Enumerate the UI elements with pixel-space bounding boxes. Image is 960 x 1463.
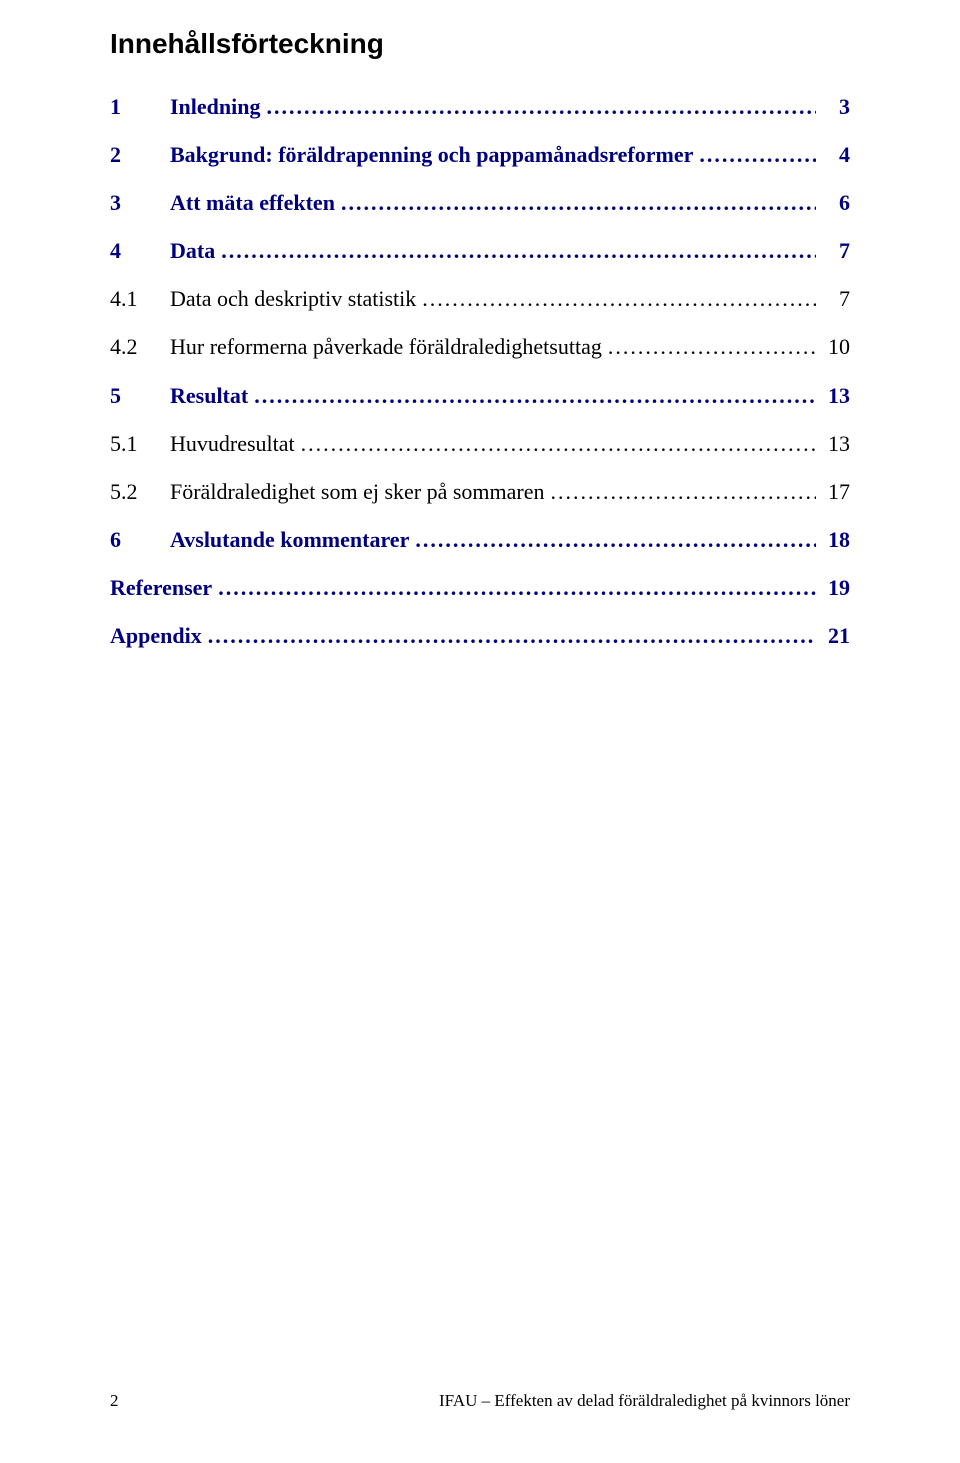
- toc-entry[interactable]: 4.2Hur reformerna påverkade föräldraledi…: [110, 330, 850, 364]
- toc-entry-number: 4.1: [110, 282, 170, 316]
- toc-entry-page: 17: [822, 475, 850, 509]
- toc-entry-number: 5.1: [110, 427, 170, 461]
- toc-entry-page: 21: [822, 619, 850, 653]
- toc-entry-page: 7: [822, 234, 850, 268]
- table-of-contents: 1Inledning 3 2Bakgrund: föräldrapenning oc…: [110, 90, 850, 653]
- toc-entry-page: 19: [822, 571, 850, 605]
- toc-leader-dots: [208, 619, 816, 653]
- toc-entry-title: Bakgrund: föräldrapenning och pappamånad…: [170, 138, 693, 172]
- toc-leader-dots: [551, 475, 816, 509]
- page-footer: 2 IFAU – Effekten av delad föräldraledig…: [110, 1391, 850, 1411]
- toc-entry-title: Resultat: [170, 379, 248, 413]
- toc-leader-dots: [221, 234, 816, 268]
- toc-leader-dots: [422, 282, 816, 316]
- toc-entry-title: Att mäta effekten: [170, 186, 335, 220]
- toc-entry-number: 4.2: [110, 330, 170, 364]
- toc-entry[interactable]: 6Avslutande kommentarer 18: [110, 523, 850, 557]
- toc-entry-number: 5: [110, 379, 170, 413]
- toc-entry[interactable]: 5Resultat 13: [110, 379, 850, 413]
- toc-entry-page: 3: [822, 90, 850, 124]
- toc-entry[interactable]: 3Att mäta effekten 6: [110, 186, 850, 220]
- toc-entry[interactable]: 2Bakgrund: föräldrapenning och pappamåna…: [110, 138, 850, 172]
- toc-leader-dots: [267, 90, 817, 124]
- toc-entry-title: Appendix: [110, 619, 202, 653]
- toc-entry-number: 4: [110, 234, 170, 268]
- toc-entry-title: Föräldraledighet som ej sker på sommaren: [170, 475, 545, 509]
- toc-entry[interactable]: 5.1Huvudresultat 13: [110, 427, 850, 461]
- toc-entry-page: 13: [822, 379, 850, 413]
- toc-entry-page: 6: [822, 186, 850, 220]
- toc-leader-dots: [415, 523, 816, 557]
- toc-entry[interactable]: 4Data 7: [110, 234, 850, 268]
- toc-entry-page: 10: [822, 330, 850, 364]
- toc-entry-title: Referenser: [110, 571, 212, 605]
- toc-entry-number: 5.2: [110, 475, 170, 509]
- toc-leader-dots: [608, 330, 816, 364]
- footer-page-number: 2: [110, 1391, 119, 1411]
- toc-entry-number: 3: [110, 186, 170, 220]
- footer-running-title: IFAU – Effekten av delad föräldraledighe…: [439, 1391, 850, 1411]
- toc-entry[interactable]: 1Inledning 3: [110, 90, 850, 124]
- toc-leader-dots: [699, 138, 816, 172]
- toc-entry[interactable]: Appendix 21: [110, 619, 850, 653]
- toc-entry[interactable]: 5.2Föräldraledighet som ej sker på somma…: [110, 475, 850, 509]
- toc-entry-title: Avslutande kommentarer: [170, 523, 409, 557]
- toc-leader-dots: [301, 427, 816, 461]
- toc-entry-number: 6: [110, 523, 170, 557]
- toc-entry[interactable]: 4.1Data och deskriptiv statistik 7: [110, 282, 850, 316]
- toc-entry-page: 7: [822, 282, 850, 316]
- toc-entry-title: Huvudresultat: [170, 427, 295, 461]
- toc-entry[interactable]: Referenser 19: [110, 571, 850, 605]
- toc-entry-number: 2: [110, 138, 170, 172]
- toc-heading: Innehållsförteckning: [110, 28, 850, 60]
- toc-leader-dots: [341, 186, 816, 220]
- toc-entry-page: 4: [822, 138, 850, 172]
- toc-entry-title: Data: [170, 234, 215, 268]
- toc-entry-page: 18: [822, 523, 850, 557]
- toc-entry-title: Inledning: [170, 90, 261, 124]
- toc-leader-dots: [254, 379, 816, 413]
- toc-entry-page: 13: [822, 427, 850, 461]
- toc-entry-title: Data och deskriptiv statistik: [170, 282, 416, 316]
- document-page: Innehållsförteckning 1Inledning32Bakgrun…: [0, 0, 960, 1463]
- toc-leader-dots: [218, 571, 816, 605]
- toc-entry-number: 1: [110, 90, 170, 124]
- toc-entry-title: Hur reformerna påverkade föräldraledighe…: [170, 330, 602, 364]
